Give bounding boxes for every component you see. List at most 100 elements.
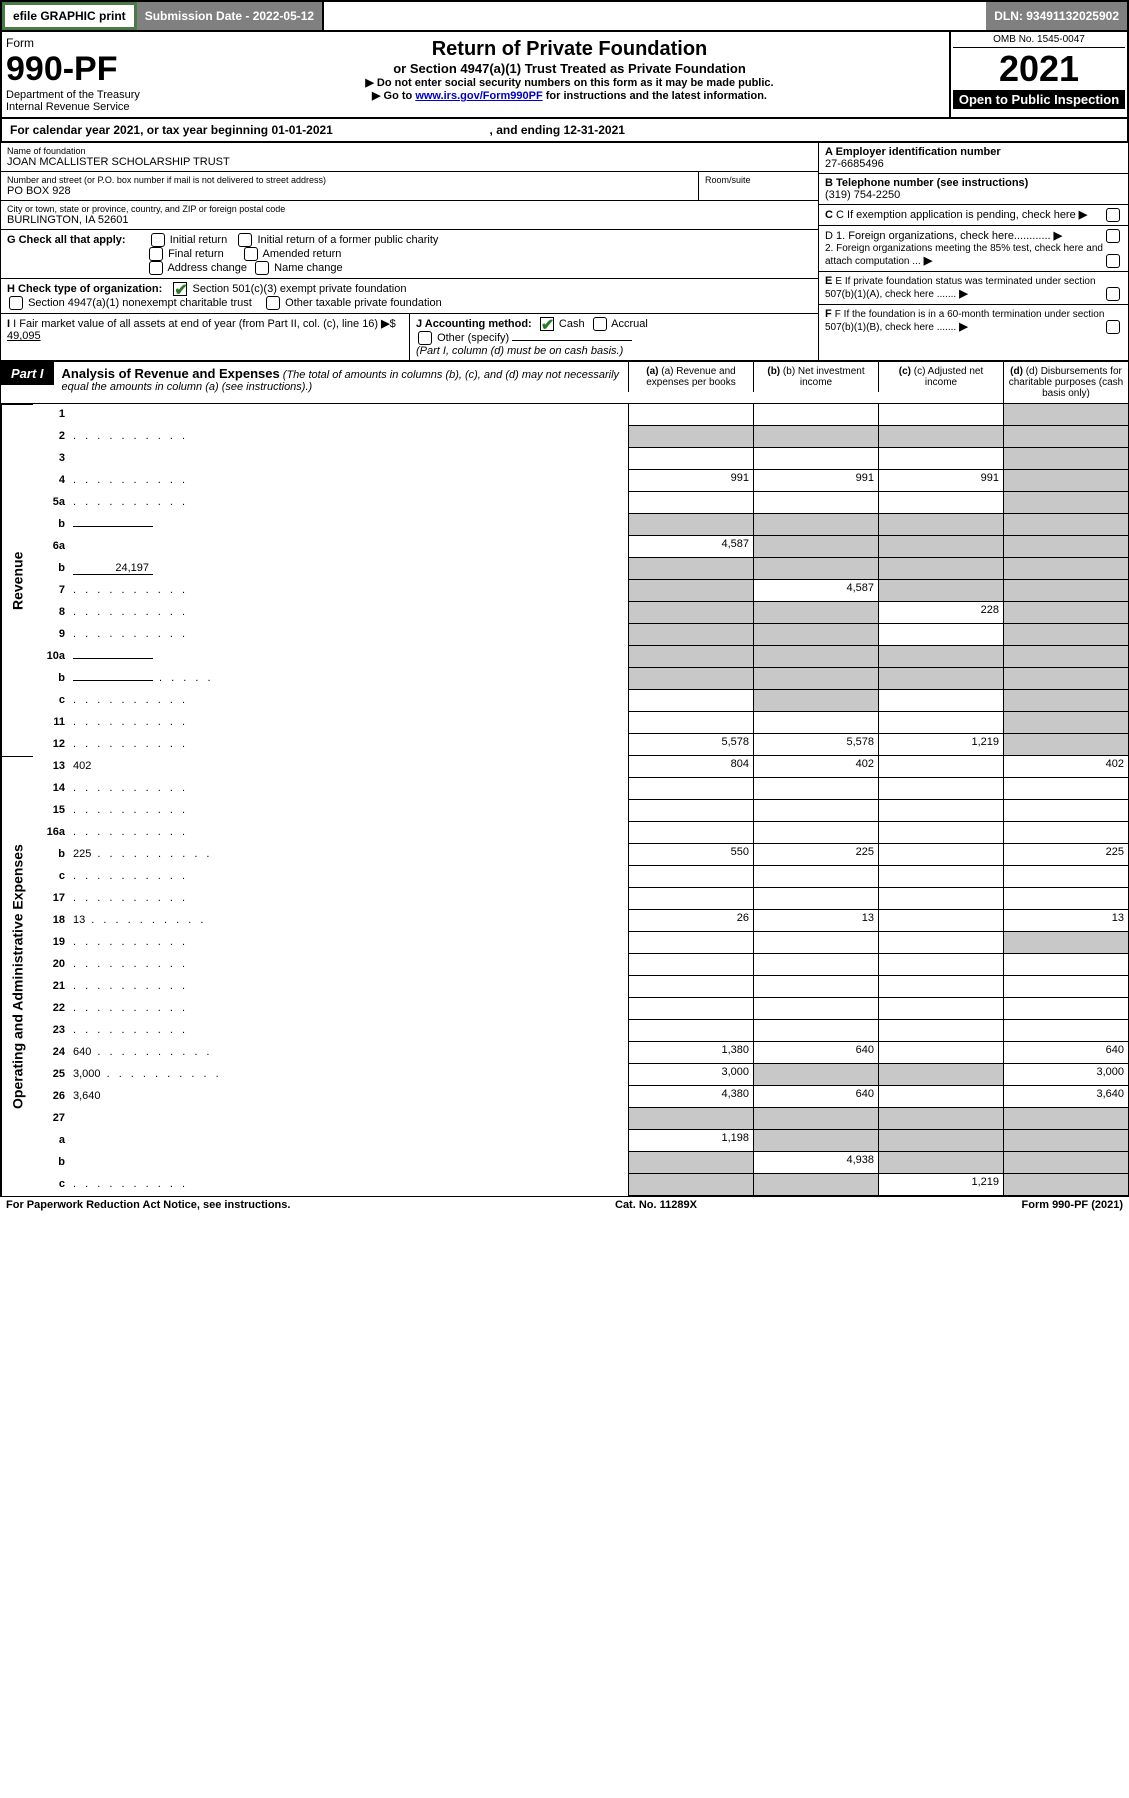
part1-tab: Part I [1,362,54,385]
col-d [1003,426,1128,448]
topbar: efile GRAPHIC print Submission Date - 20… [0,0,1129,32]
line-number: 21 [33,976,69,998]
line-desc [69,448,628,470]
line-number: 6a [33,536,69,558]
topbar-spacer [324,2,986,30]
part1-header: Part I Analysis of Revenue and Expenses … [0,361,1129,404]
col-a [628,646,753,668]
h-label: H Check type of organization: [7,283,162,295]
line-desc [69,976,628,998]
line-desc [69,778,628,800]
line-desc [69,712,628,734]
chk-amended[interactable] [244,247,258,261]
line-number: b [33,668,69,690]
line-desc [69,426,628,448]
line-number: b [33,558,69,580]
chk-initial-return[interactable] [151,233,165,247]
addr-value: PO BOX 928 [7,185,692,197]
line-desc: 402 [69,756,628,778]
line-desc: 3,640 [69,1086,628,1108]
line-desc [69,888,628,910]
col-a [628,448,753,470]
chk-d2[interactable] [1106,254,1120,268]
line-desc [69,492,628,514]
col-d: 13 [1003,910,1128,932]
chk-other-specify[interactable] [418,331,432,345]
col-a [628,558,753,580]
col-d [1003,448,1128,470]
chk-d1[interactable] [1106,229,1120,243]
chk-address-change[interactable] [149,261,163,275]
h-section: H Check type of organization: Section 50… [1,279,818,314]
col-b [753,646,878,668]
entity-info: Name of foundation JOAN MCALLISTER SCHOL… [0,142,1129,361]
col-a: 1,198 [628,1130,753,1152]
omb-no: OMB No. 1545-0047 [953,34,1125,48]
col-a: 550 [628,844,753,866]
col-b: 13 [753,910,878,932]
line-desc [69,998,628,1020]
line-desc [69,954,628,976]
i-value: 49,095 [7,330,41,342]
col-a [628,954,753,976]
col-d [1003,404,1128,426]
i-label: I Fair market value of all assets at end… [13,318,378,330]
col-d [1003,712,1128,734]
col-c [878,426,1003,448]
col-a [628,690,753,712]
open-public: Open to Public Inspection [953,90,1125,109]
col-d [1003,558,1128,580]
col-d [1003,492,1128,514]
col-a [628,998,753,1020]
d2-label: 2. Foreign organizations meeting the 85%… [825,243,1103,267]
ein-box: A Employer identification number 27-6685… [819,143,1128,174]
chk-f[interactable] [1106,320,1120,334]
col-c [878,844,1003,866]
line-number: 5a [33,492,69,514]
efile-print[interactable]: efile GRAPHIC print [2,2,137,30]
instr-2-pre: ▶ Go to [372,90,415,102]
room-label: Room/suite [705,175,812,185]
form-year-box: OMB No. 1545-0047 2021 Open to Public In… [949,32,1129,119]
line-desc [69,646,628,668]
chk-4947a1[interactable] [9,296,23,310]
col-d [1003,1174,1128,1196]
col-d [1003,822,1128,844]
chk-initial-former[interactable] [238,233,252,247]
cal-pre: For calendar year 2021, or tax year begi… [10,123,271,137]
col-c [878,1152,1003,1174]
line-number: c [33,690,69,712]
chk-final-return[interactable] [149,247,163,261]
line-desc [69,690,628,712]
col-a [628,580,753,602]
line-desc [69,800,628,822]
col-d [1003,668,1128,690]
col-a: 991 [628,470,753,492]
col-c [878,668,1003,690]
e-box: E E If private foundation status was ter… [819,272,1128,305]
chk-other-taxable[interactable] [266,296,280,310]
form-link[interactable]: www.irs.gov/Form990PF [415,90,542,102]
chk-cash[interactable] [540,317,554,331]
form-header: Form 990-PF Department of the Treasury I… [0,32,1129,119]
chk-name-change[interactable] [255,261,269,275]
a-label: A Employer identification number [825,146,1001,158]
phone-box: B Telephone number (see instructions) (3… [819,174,1128,205]
chk-501c3[interactable] [173,282,187,296]
col-b [753,536,878,558]
chk-e[interactable] [1106,287,1120,301]
line-number: 27 [33,1108,69,1130]
cal-end: 12-31-2021 [564,123,625,137]
instr-1: ▶ Do not enter social security numbers o… [196,76,943,89]
addr-label: Number and street (or P.O. box number if… [7,175,692,185]
chk-c[interactable] [1106,208,1120,222]
col-d [1003,954,1128,976]
line-desc [69,1130,628,1152]
col-b: 5,578 [753,734,878,756]
g-opt-2: Final return [168,248,224,260]
line-number: c [33,1174,69,1196]
chk-accrual[interactable] [593,317,607,331]
col-b [753,558,878,580]
col-a: 4,587 [628,536,753,558]
j-section: J Accounting method: Cash Accrual Other … [409,314,818,360]
